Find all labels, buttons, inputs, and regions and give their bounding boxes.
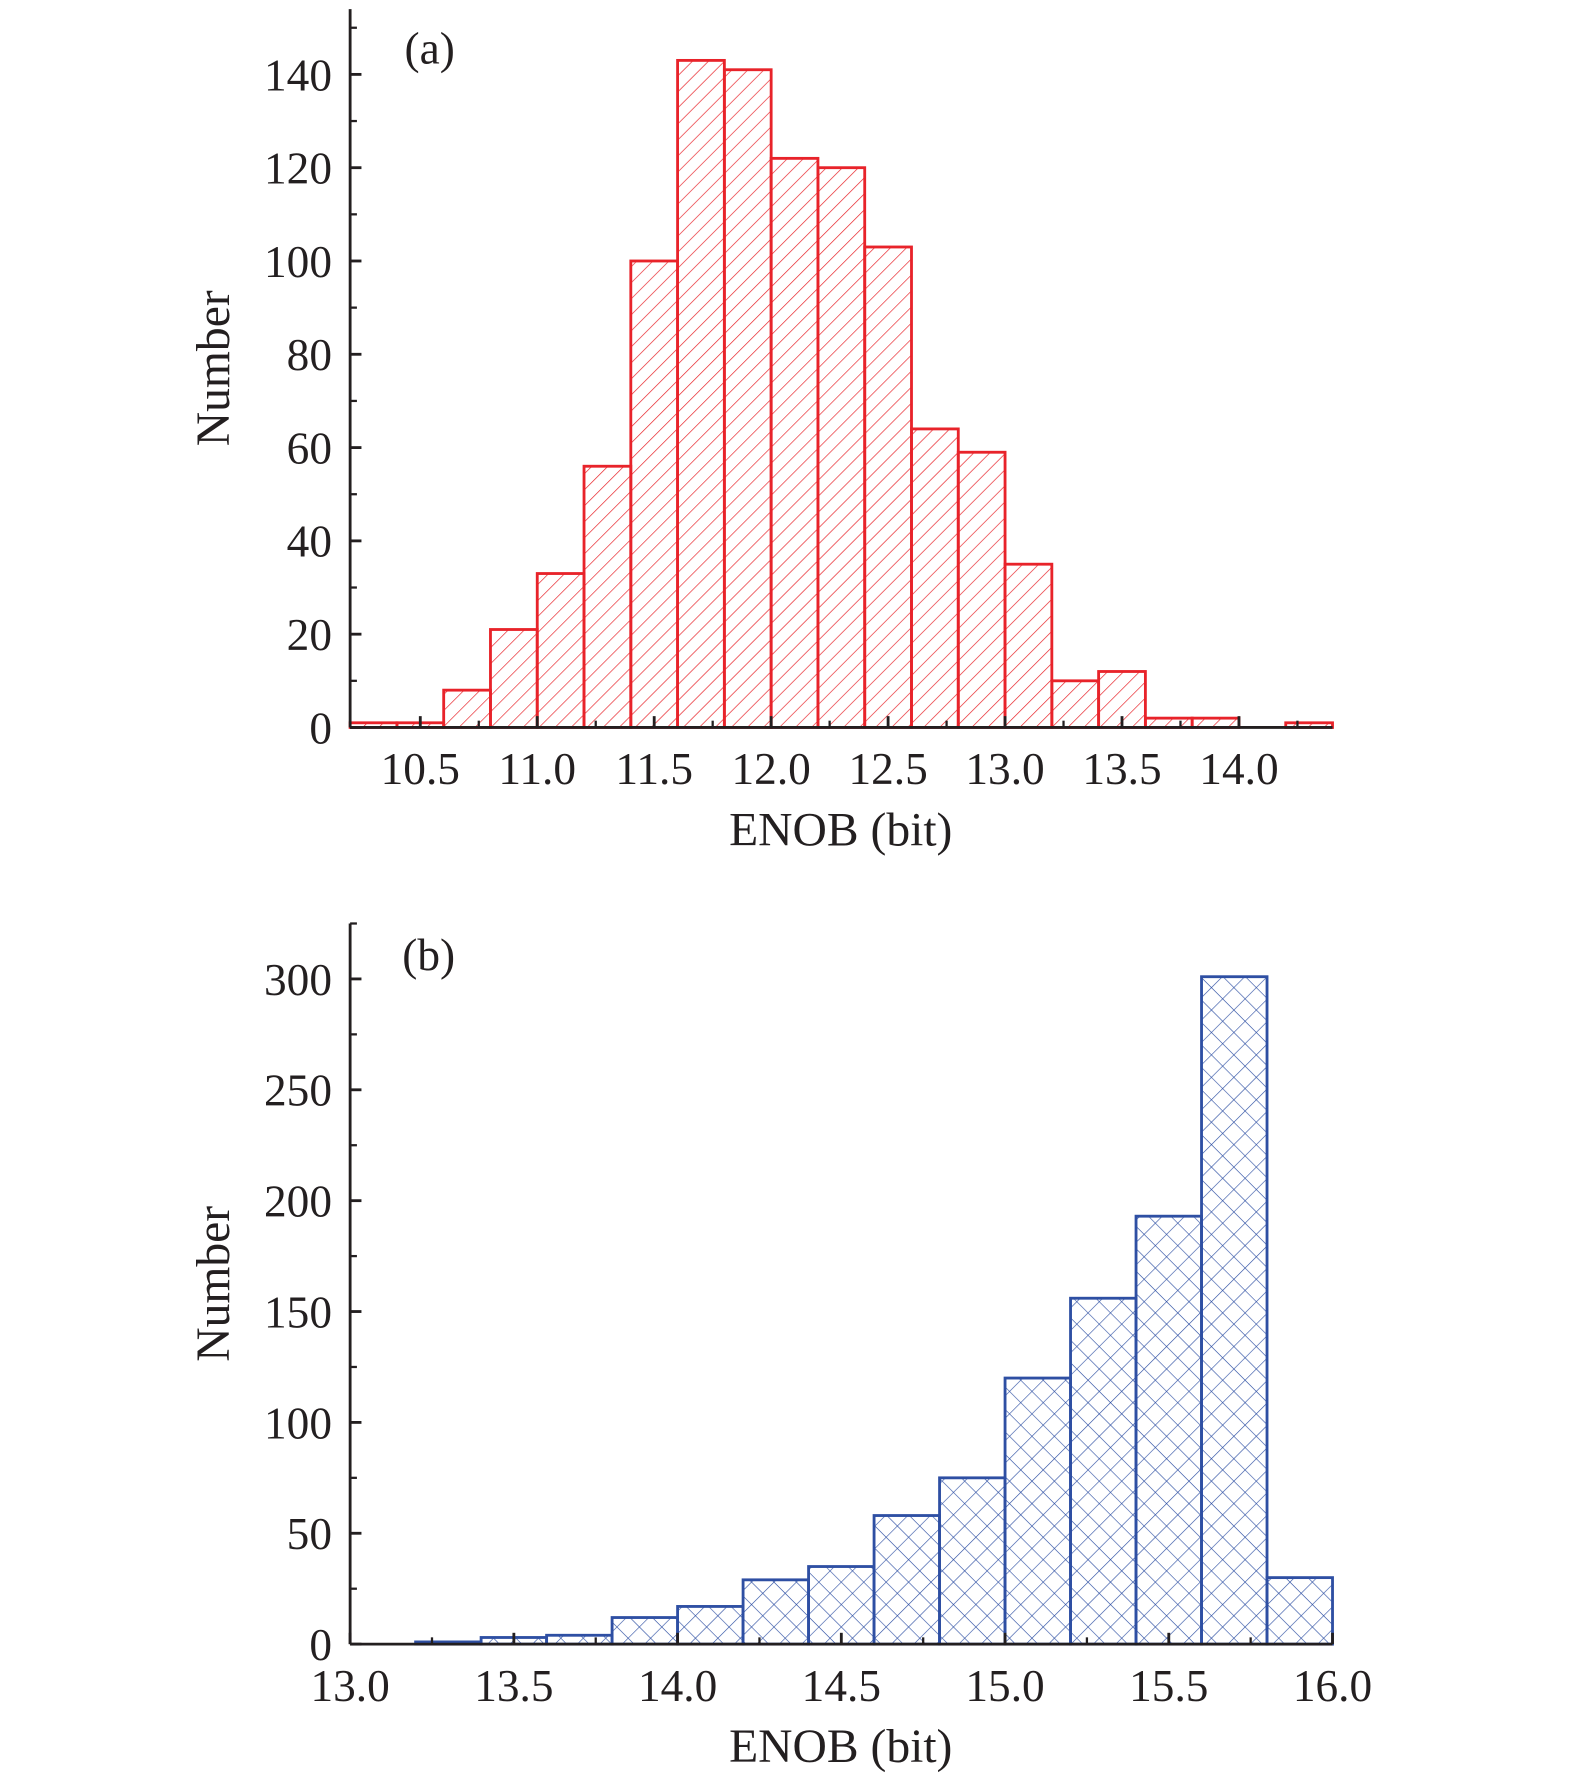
- x-tick-label: 11.0: [498, 744, 576, 794]
- histogram-bar: [1265, 1576, 1334, 1646]
- y-tick-label: 0: [309, 703, 332, 753]
- histogram-bar: [535, 572, 586, 729]
- histogram-bar: [872, 1514, 941, 1646]
- y-tick-label: 120: [264, 144, 332, 194]
- x-tick-label: 12.0: [732, 744, 811, 794]
- x-tick-label: 10.5: [381, 744, 460, 794]
- histogram-bar: [741, 1578, 810, 1646]
- y-tick-label: 20: [287, 610, 332, 660]
- histogram-bar: [863, 245, 913, 729]
- y-tick-label: 150: [264, 1287, 332, 1337]
- y-tick-label: 250: [264, 1066, 332, 1116]
- histogram-bar: [769, 156, 820, 729]
- x-tick-label: 14.0: [638, 1661, 717, 1711]
- histogram-bar: [489, 628, 539, 729]
- histogram-bar: [442, 688, 492, 729]
- histogram-bar: [1200, 975, 1269, 1646]
- histogram-bar: [910, 427, 960, 729]
- x-tick-label: 14.5: [802, 1661, 881, 1711]
- x-axis-label-a: ENOB (bit): [729, 804, 952, 856]
- panel-label-b: (b): [402, 930, 455, 980]
- histogram-bar: [1134, 1214, 1203, 1646]
- x-tick-label: 15.0: [965, 1661, 1044, 1711]
- histogram-bar: [582, 464, 633, 729]
- histogram-b: (b) Number ENOB (bit) 0 50 100 150 200 250 300…: [188, 922, 1372, 1773]
- y-tick-label: 140: [264, 50, 332, 100]
- histogram-bar: [1003, 562, 1054, 729]
- histogram-bar: [1003, 1376, 1072, 1646]
- histogram-bar: [722, 68, 773, 729]
- y-tick-label: 80: [287, 330, 332, 380]
- x-tick-label: 13.5: [1082, 744, 1161, 794]
- histogram-bar: [629, 259, 680, 729]
- y-axis-label-a: Number: [188, 290, 240, 446]
- x-tick-label: 15.5: [1129, 1661, 1208, 1711]
- histogram-a: (a) Number ENOB (bit) 0 20 40 60 80 100 120 140…: [188, 9, 1334, 856]
- x-axis-label-b: ENOB (bit): [729, 1721, 952, 1773]
- x-tick-label: 13.5: [474, 1661, 553, 1711]
- x-tick-label: 13.0: [965, 744, 1044, 794]
- panel-label-a: (a): [405, 23, 455, 73]
- histogram-bar: [816, 166, 867, 729]
- y-tick-label: 100: [264, 1398, 332, 1448]
- histogram-bar: [610, 1616, 680, 1646]
- x-tick-label: 13.0: [310, 1661, 389, 1711]
- x-tick-label: 12.5: [848, 744, 927, 794]
- y-tick-label: 0: [309, 1620, 332, 1670]
- histogram-bar: [956, 450, 1007, 729]
- y-tick-label: 60: [287, 423, 332, 473]
- y-tick-label: 300: [264, 955, 332, 1005]
- histogram-bar: [676, 1605, 745, 1646]
- x-tick-label: 16.0: [1293, 1661, 1372, 1711]
- y-tick-label: 50: [287, 1509, 332, 1559]
- histogram-bar: [1069, 1296, 1138, 1646]
- histogram-bar: [807, 1565, 876, 1646]
- x-tick-label: 11.5: [615, 744, 693, 794]
- histogram-bar: [676, 58, 726, 729]
- y-axis-label-b: Number: [188, 1206, 240, 1362]
- histogram-bar: [1050, 679, 1101, 729]
- y-tick-label: 100: [264, 237, 332, 287]
- x-tick-label: 14.0: [1199, 744, 1278, 794]
- y-tick-label: 200: [264, 1177, 332, 1227]
- y-tick-label: 40: [287, 517, 332, 567]
- histogram-bar: [938, 1476, 1007, 1646]
